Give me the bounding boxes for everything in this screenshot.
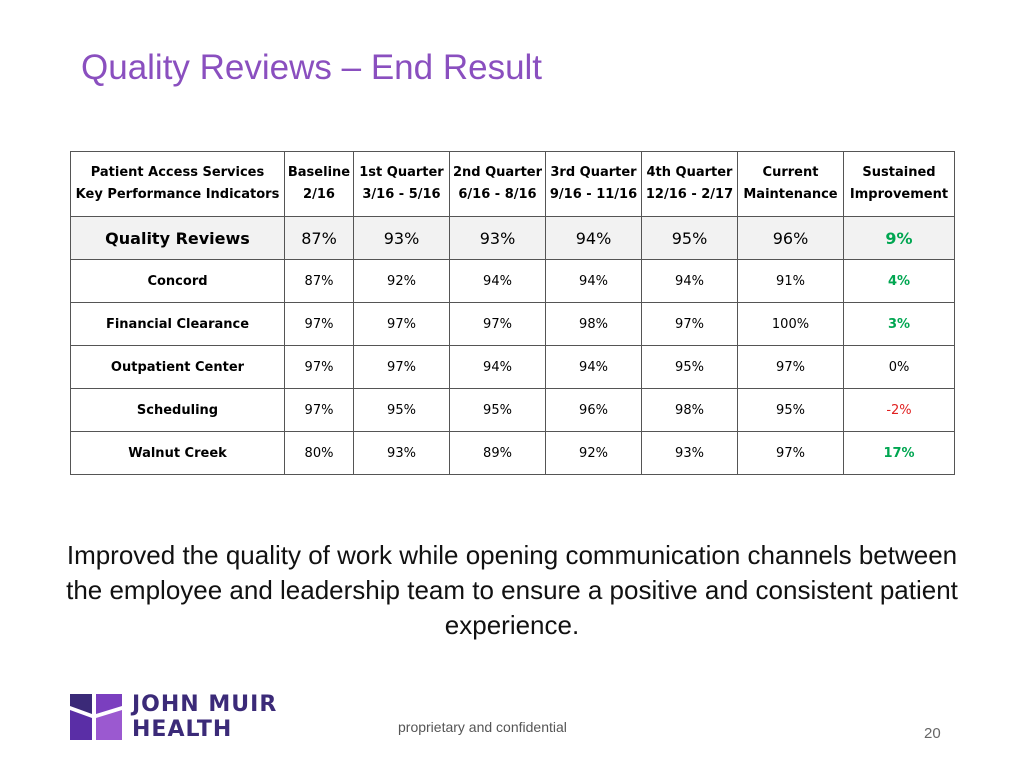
cell-improvement: 4% — [843, 259, 955, 303]
cell-q2: 94% — [449, 259, 546, 303]
cell-current: 91% — [737, 259, 844, 303]
row-label: Concord — [70, 259, 285, 303]
cell-baseline: 87% — [284, 216, 354, 260]
cell-baseline: 87% — [284, 259, 354, 303]
confidentiality-footer: proprietary and confidential — [398, 719, 567, 735]
cell-q4: 95% — [641, 345, 738, 389]
table-header-row: Patient Access Services Key Performance I… — [70, 151, 955, 217]
header-q1: 1st Quarter 3/16 - 5/16 — [353, 151, 450, 217]
row-label: Financial Clearance — [70, 302, 285, 346]
logo-text-john-muir: JOHN MUIR — [132, 692, 278, 717]
cell-q4: 93% — [641, 431, 738, 475]
row-label: Quality Reviews — [70, 216, 285, 260]
cell-q2: 93% — [449, 216, 546, 260]
cell-baseline: 97% — [284, 345, 354, 389]
cell-q4: 94% — [641, 259, 738, 303]
cell-q3: 92% — [545, 431, 642, 475]
cell-q3: 94% — [545, 259, 642, 303]
cell-q2: 97% — [449, 302, 546, 346]
row-label: Scheduling — [70, 388, 285, 432]
cell-q1: 97% — [353, 302, 450, 346]
table-row: Concord 87% 92% 94% 94% 94% 91% 4% — [70, 259, 955, 303]
header-q2: 2nd Quarter 6/16 - 8/16 — [449, 151, 546, 217]
cell-q1: 92% — [353, 259, 450, 303]
cell-current: 96% — [737, 216, 844, 260]
table-row: Scheduling 97% 95% 95% 96% 98% 95% -2% — [70, 388, 955, 432]
row-label: Walnut Creek — [70, 431, 285, 475]
header-baseline: Baseline 2/16 — [284, 151, 354, 217]
cell-current: 97% — [737, 345, 844, 389]
header-q4: 4th Quarter 12/16 - 2/17 — [641, 151, 738, 217]
header-q3: 3rd Quarter 9/16 - 11/16 — [545, 151, 642, 217]
table-row: Outpatient Center 97% 97% 94% 94% 95% 97… — [70, 345, 955, 389]
cell-q4: 95% — [641, 216, 738, 260]
cell-q4: 97% — [641, 302, 738, 346]
logo-text-health: HEALTH — [132, 717, 233, 742]
cell-baseline: 80% — [284, 431, 354, 475]
cell-q2: 94% — [449, 345, 546, 389]
summary-statement: Improved the quality of work while openi… — [66, 540, 958, 640]
cell-q1: 93% — [353, 431, 450, 475]
cell-q2: 89% — [449, 431, 546, 475]
page-number: 20 — [924, 725, 941, 742]
header-sustained: Sustained Improvement — [843, 151, 955, 217]
table-row: Financial Clearance 97% 97% 97% 98% 97% … — [70, 302, 955, 346]
cell-q2: 95% — [449, 388, 546, 432]
cell-q1: 95% — [353, 388, 450, 432]
slide-title: Quality Reviews – End Result — [81, 48, 543, 87]
cell-baseline: 97% — [284, 302, 354, 346]
header-kpi: Patient Access Services Key Performance I… — [70, 151, 285, 217]
row-label: Outpatient Center — [70, 345, 285, 389]
kpi-table: Patient Access Services Key Performance I… — [70, 151, 955, 475]
john-muir-health-logo: JOHN MUIR HEALTH — [68, 692, 308, 744]
cell-q3: 94% — [545, 216, 642, 260]
cell-improvement: 17% — [843, 431, 955, 475]
cell-improvement: 3% — [843, 302, 955, 346]
cell-current: 100% — [737, 302, 844, 346]
cell-improvement: 9% — [843, 216, 955, 260]
cell-q3: 96% — [545, 388, 642, 432]
cell-q3: 94% — [545, 345, 642, 389]
cell-q3: 98% — [545, 302, 642, 346]
cell-current: 95% — [737, 388, 844, 432]
cell-current: 97% — [737, 431, 844, 475]
summary-row: Quality Reviews 87% 93% 93% 94% 95% 96% … — [70, 216, 955, 260]
cell-q1: 93% — [353, 216, 450, 260]
table-row: Walnut Creek 80% 93% 89% 92% 93% 97% 17% — [70, 431, 955, 475]
cell-improvement: 0% — [843, 345, 955, 389]
cell-q1: 97% — [353, 345, 450, 389]
header-current: Current Maintenance — [737, 151, 844, 217]
cell-improvement: -2% — [843, 388, 955, 432]
john-muir-logo-icon — [70, 694, 122, 740]
cell-baseline: 97% — [284, 388, 354, 432]
cell-q4: 98% — [641, 388, 738, 432]
